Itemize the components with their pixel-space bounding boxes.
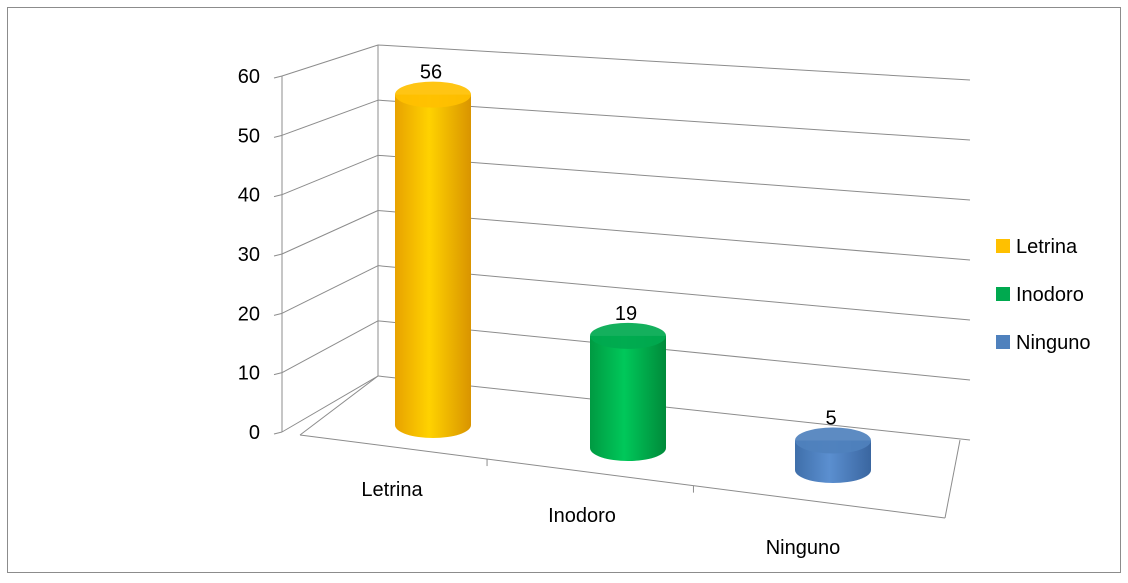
legend-swatch [996,239,1010,253]
bar-body [395,94,471,438]
y-tick-mark [273,134,283,138]
gridline-side [281,154,379,196]
data-label: 19 [615,303,637,325]
y-tick-label: 20 [238,303,260,325]
y-tick-label: 30 [238,244,260,266]
y-tick-label: 60 [238,66,260,88]
gridline-side [281,375,379,433]
y-tick-mark [273,194,283,198]
gridline [377,375,971,441]
y-tick-label: 10 [238,363,260,385]
x-tick-label: Inodoro [548,505,616,527]
y-tick-mark [273,75,283,79]
y-tick-mark [273,312,283,316]
gridline [377,265,971,321]
gridline-side [281,99,379,136]
data-label: 56 [420,62,442,84]
bar-top [590,322,666,349]
bar-ninguno [795,427,871,483]
legend-swatch [996,287,1010,301]
legend-label: Inodoro [1016,284,1084,306]
x-axis-line [299,434,946,519]
bar-letrina [395,81,471,438]
gridline-side [281,320,379,374]
bar-inodoro [590,322,666,461]
legend-swatch [996,335,1010,349]
y-tick-label: 50 [238,125,260,147]
bar-top [795,427,871,454]
legend-label: Ninguno [1016,332,1091,354]
y-tick-mark [273,431,283,435]
x-tick-label: Letrina [361,479,423,501]
gridline [377,320,971,381]
bar-body [590,335,666,461]
gridline-side [281,265,379,314]
y-tick-label: 0 [249,422,260,444]
y-tick-mark [273,253,283,257]
data-label: 5 [825,408,836,430]
floor-right-edge [944,439,961,519]
gridline [377,44,971,81]
y-tick-label: 40 [238,185,260,207]
chart-border [7,7,1121,573]
gridline [377,99,971,141]
gridline [377,210,971,261]
floor-left-edge [299,375,379,436]
gridline-side [281,44,379,77]
bar-top [395,81,471,108]
y-tick-mark [273,372,283,376]
gridline-side [281,210,379,255]
x-tick-label: Ninguno [766,537,841,559]
gridline [377,154,971,201]
legend-label: Letrina [1016,236,1078,258]
